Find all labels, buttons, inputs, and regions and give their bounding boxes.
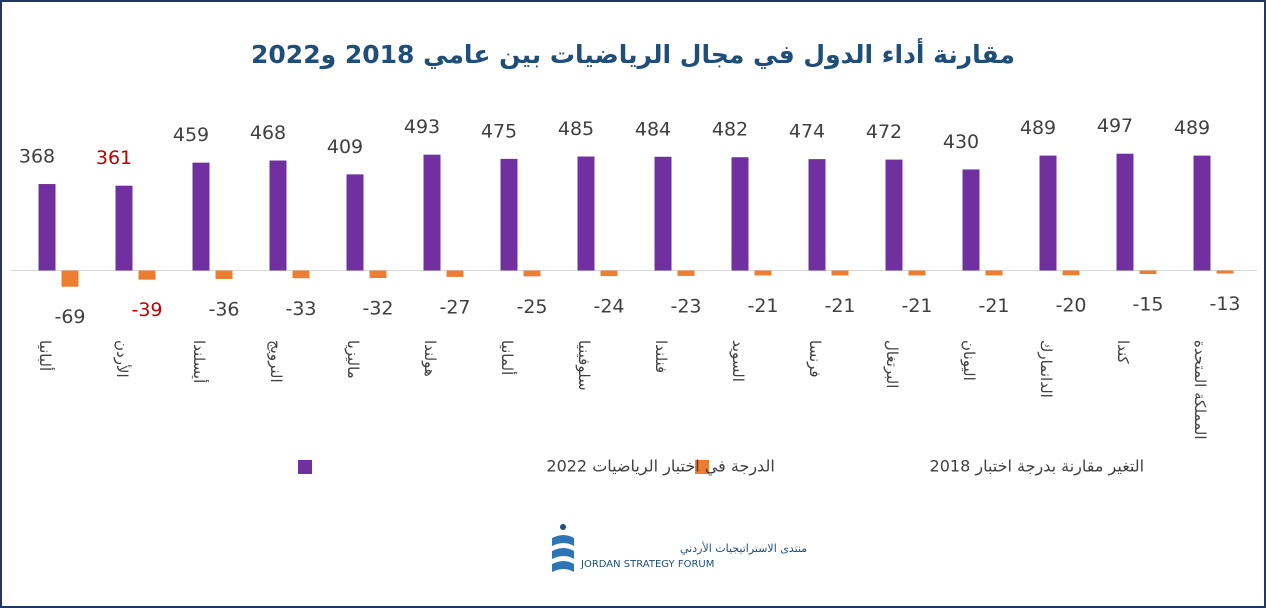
value-label: 482 [712, 119, 748, 141]
logo-arabic: منتدى الاستراتيجيات الأردني [680, 541, 807, 555]
x-tick-label: المملكة المتحدة [1191, 340, 1209, 440]
bar [369, 270, 387, 279]
value-label: -27 [439, 296, 470, 318]
value-label: 474 [789, 121, 825, 143]
x-tick-label: الأردن [113, 340, 132, 378]
x-tick-label: أيسلندا [190, 340, 209, 383]
value-label: 489 [1174, 117, 1210, 139]
value-label: -13 [1209, 293, 1240, 315]
value-label: -69 [54, 306, 85, 328]
bar [523, 270, 541, 277]
value-label: -21 [747, 295, 778, 317]
bar [1039, 155, 1057, 271]
bar [885, 159, 903, 271]
logo-dot [560, 524, 566, 530]
x-tick-label: السويد [729, 340, 747, 382]
bar [192, 162, 210, 271]
value-label: -15 [1132, 294, 1163, 316]
bar [138, 270, 156, 280]
value-label: -20 [1055, 295, 1086, 317]
bar [654, 156, 672, 271]
bar [600, 270, 618, 277]
bar [500, 158, 518, 271]
bar [985, 270, 1003, 276]
value-label: -24 [593, 296, 624, 318]
x-tick-label: كندا [1114, 340, 1132, 365]
bar [962, 169, 980, 271]
bar [1116, 153, 1134, 271]
x-tick-label: الدانمارك [1037, 340, 1055, 398]
value-label: -32 [362, 298, 393, 320]
bar [1139, 270, 1157, 275]
x-tick-label: اليونان [960, 340, 978, 381]
value-label: 484 [635, 118, 671, 140]
bar [346, 174, 364, 271]
x-tick-label: ماليزيا [344, 340, 362, 379]
logo-mark [552, 535, 574, 572]
bar [577, 156, 595, 271]
x-tick-label: سلوفينيا [575, 340, 593, 391]
value-label: -21 [901, 295, 932, 317]
value-label: -39 [131, 299, 162, 321]
value-label: 468 [250, 122, 286, 144]
value-label: 493 [404, 116, 440, 138]
legend-swatch [298, 460, 312, 474]
value-label: -25 [516, 296, 547, 318]
x-tick-label: ألبانيا [36, 340, 55, 371]
value-label: 409 [327, 136, 363, 158]
value-label: -21 [824, 295, 855, 317]
bar [446, 270, 464, 277]
bar [215, 270, 233, 279]
value-label: -23 [670, 295, 701, 317]
value-label: 485 [558, 118, 594, 140]
value-label: 475 [481, 120, 517, 142]
bar [754, 270, 772, 276]
legend-label: التغير مقارنة بدرجة اختبار 2018 [930, 457, 1145, 477]
bar [61, 270, 79, 287]
bar [1216, 270, 1234, 274]
x-tick-label: هولندا [421, 340, 439, 377]
bar [808, 159, 826, 271]
value-label: 368 [19, 146, 55, 168]
x-tick-label: فنلندا [652, 340, 670, 373]
value-label: 472 [866, 121, 902, 143]
value-label: -36 [208, 298, 239, 320]
value-label: -21 [978, 295, 1009, 317]
x-tick-label: فرنسا [806, 340, 824, 378]
x-tick-label: النرويج [267, 340, 285, 383]
value-label: 497 [1097, 115, 1133, 137]
chart-title: مقارنة أداء الدول في مجال الرياضيات بين … [251, 38, 1015, 70]
bar [908, 270, 926, 276]
bar [292, 270, 310, 279]
legend-swatch [695, 460, 709, 474]
value-label: 459 [173, 124, 209, 146]
bar [677, 270, 695, 276]
bar [731, 157, 749, 271]
value-label: 489 [1020, 117, 1056, 139]
value-label: 430 [943, 131, 979, 153]
legend-label: الدرجة في اختبار الرياضيات 2022 [546, 457, 774, 477]
x-tick-label: ألمانيا [498, 340, 517, 375]
bar [115, 185, 133, 271]
bar [38, 184, 56, 271]
value-label: -33 [285, 298, 316, 320]
bar [1062, 270, 1080, 276]
value-label: 361 [96, 147, 132, 169]
bar [831, 270, 849, 276]
x-tick-label: البرتغال [883, 340, 901, 388]
logo-english: JORDAN STRATEGY FORUM [580, 559, 714, 570]
bar [423, 154, 441, 271]
bar [269, 160, 287, 271]
bar [1193, 155, 1211, 271]
logo: منتدى الاستراتيجيات الأردني JORDAN STRAT… [552, 524, 807, 572]
